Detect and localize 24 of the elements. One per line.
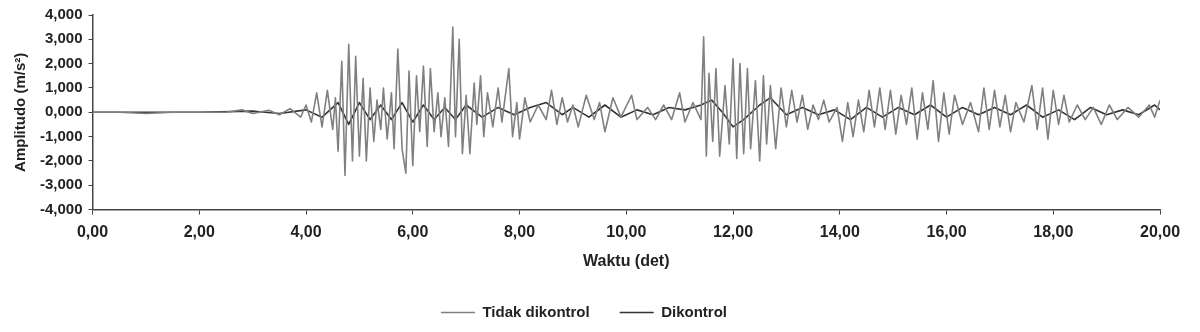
x-tick-label: 10,00 [606,222,647,240]
y-tick-label: -1,000 [39,126,83,144]
y-tick-label: 0,000 [44,102,83,120]
legend-label: Tidak dikontrol [482,302,590,320]
x-tick-label: 4,00 [290,222,322,240]
x-tick-label: 14,00 [819,222,860,240]
y-tick-label: 2,000 [44,53,83,71]
y-tick-label: -2,000 [39,151,83,169]
y-tick-label: -4,000 [39,199,83,217]
y-tick-label: -3,000 [39,175,83,193]
y-tick-label: 1,000 [44,78,83,96]
y-tick-label: 4,000 [44,5,83,23]
x-tick-label: 18,00 [1033,222,1074,240]
legend-label: Dikontrol [661,302,728,320]
x-tick-label: 8,00 [503,222,536,240]
x-tick-label: 6,00 [397,222,429,240]
y-axis-title: Amplitudo (m/s²) [11,52,29,172]
x-tick-label: 12,00 [712,222,754,240]
x-tick-label: 0,00 [76,222,109,240]
x-axis-title: Waktu (det) [583,251,670,269]
x-tick-label: 16,00 [926,222,967,240]
y-tick-label: 3,000 [44,29,83,47]
x-tick-label: 20,00 [1139,222,1181,240]
x-tick-label: 2,00 [183,222,215,240]
